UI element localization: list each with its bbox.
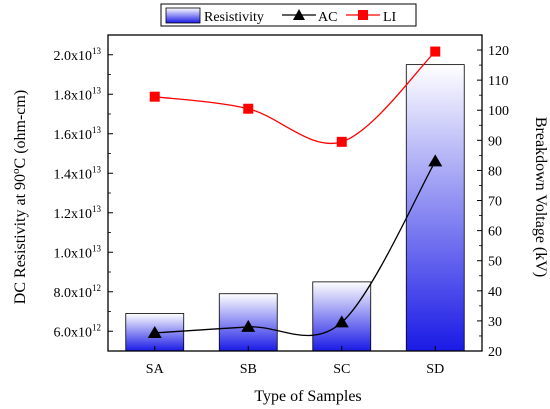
y-left-tick-mantissa: 1.6x10: [54, 128, 93, 143]
y-right-tick-label: 120: [488, 44, 509, 59]
ac-point-sb: [241, 319, 256, 332]
y-left-tick-mantissa: 1.2x10: [54, 207, 93, 222]
y-left-title-part1: DC Resistivity at 90: [12, 174, 29, 304]
legend-resistivity-label: Resistivity: [204, 10, 264, 25]
y-left-tick-mantissa: 1.8x10: [54, 88, 93, 103]
y-left-tick-label: 1.4x1013: [54, 164, 102, 182]
y-left-tick-exponent: 12: [92, 283, 101, 293]
legend-li-label: LI: [383, 10, 397, 25]
legend-resistivity-swatch: [165, 7, 201, 24]
li-point-sb: [243, 103, 254, 114]
ac-point-sd: [428, 154, 443, 167]
y-left-tick-mantissa: 8.0x10: [54, 286, 93, 301]
y-left-tick-exponent: 13: [92, 164, 102, 174]
axes: 6.0x10128.0x10121.0x10131.2x10131.4x1013…: [54, 34, 509, 377]
li-point-sa: [149, 91, 160, 102]
y-left-tick-exponent: 13: [92, 125, 102, 135]
y-left-tick-exponent: 13: [92, 46, 102, 56]
legend-ac-marker: [293, 9, 305, 20]
y-left-tick-label: 1.2x1013: [54, 204, 102, 222]
y-right-tick-label: 90: [488, 134, 502, 149]
x-tick-label: SD: [426, 362, 444, 377]
y-right-tick-label: 100: [488, 104, 509, 119]
y-left-tick-exponent: 13: [92, 85, 102, 95]
legend-ac-label: AC: [318, 10, 337, 25]
x-tick-label: SA: [146, 362, 165, 377]
ac-point-sc: [334, 315, 349, 328]
y-right-tick-label: 80: [488, 164, 502, 179]
ac-curve: [154, 161, 436, 337]
ac-point-sa: [147, 325, 162, 338]
x-axis-title: Type of Samples: [254, 388, 361, 405]
y-left-tick-mantissa: 1.0x10: [54, 246, 93, 261]
y-left-tick-label: 1.8x1013: [54, 85, 102, 103]
y-right-tick-label: 70: [488, 195, 502, 210]
y-right-tick-label: 60: [488, 225, 502, 240]
y-left-tick-mantissa: 2.0x10: [54, 49, 93, 64]
y-left-tick-mantissa: 6.0x10: [54, 325, 93, 340]
y-right-tick-label: 30: [488, 315, 502, 330]
y-right-tick-label: 40: [488, 285, 502, 300]
y-left-tick-label: 8.0x1012: [54, 283, 102, 301]
li-point-sc: [336, 136, 347, 147]
li-curve: [154, 51, 436, 145]
y-axis-right-title: Breakdown Voltage (kV): [532, 117, 549, 277]
y-axis-left-title: DC Resistivity at 90oC (ohm-cm): [10, 90, 29, 304]
y-left-tick-exponent: 12: [92, 322, 101, 332]
legend: Resistivity AC LI: [160, 3, 417, 27]
x-tick-label: SC: [333, 362, 350, 377]
y-left-tick-label: 1.6x1013: [54, 125, 102, 143]
y-right-tick-label: 20: [488, 345, 502, 360]
y-left-tick-label: 1.0x1013: [54, 243, 102, 261]
y-left-tick-label: 6.0x1012: [54, 322, 102, 340]
y-left-tick-mantissa: 1.4x10: [54, 167, 93, 182]
li-point-sd: [430, 46, 441, 57]
y-right-tick-label: 110: [488, 74, 508, 89]
y-left-title-part2: C (ohm-cm): [12, 90, 29, 169]
y-left-title-degree: o: [10, 168, 22, 174]
y-left-tick-exponent: 13: [92, 204, 102, 214]
legend-li-marker: [358, 10, 368, 20]
y-left-tick-exponent: 13: [92, 243, 102, 253]
bar-sd: [405, 64, 465, 352]
plot-area: [125, 46, 465, 352]
y-left-tick-label: 2.0x1013: [54, 46, 102, 64]
x-tick-label: SB: [240, 362, 257, 377]
y-right-tick-label: 50: [488, 255, 502, 270]
